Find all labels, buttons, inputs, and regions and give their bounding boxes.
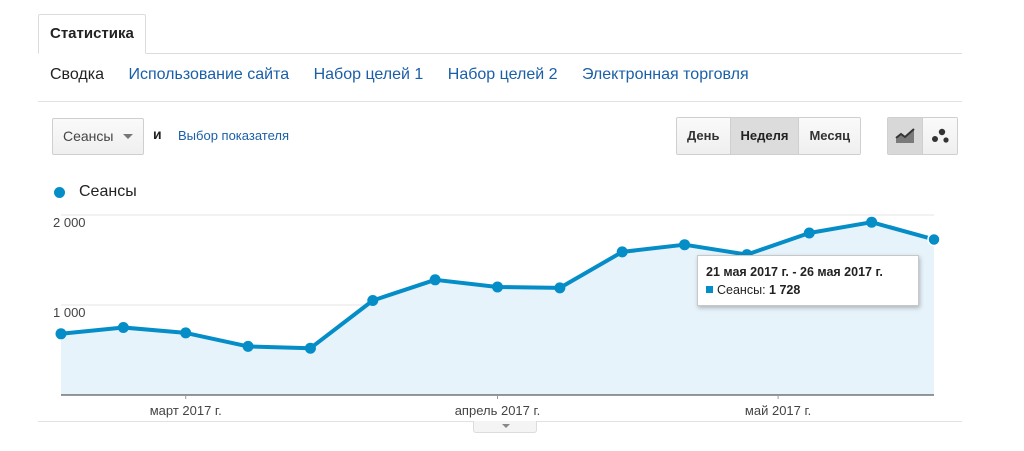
metric-select-value: Сеансы [63, 128, 114, 144]
legend-series-label: Сеансы [79, 183, 137, 200]
data-point [679, 239, 691, 251]
subnav-site-usage[interactable]: Использование сайта [128, 66, 290, 83]
collapse-chart-button[interactable] [473, 421, 537, 433]
data-point [117, 322, 129, 333]
chart-view-toggle [887, 117, 958, 155]
subnav-summary[interactable]: Сводка [50, 66, 105, 83]
data-point [803, 227, 815, 239]
divider [38, 101, 962, 102]
line-chart-view-button[interactable] [888, 118, 922, 154]
chevron-down-icon [123, 134, 133, 139]
y-tick-label: 2 000 [53, 215, 86, 230]
report-subnav: Сводка Использование сайта Набор целей 1… [50, 66, 769, 84]
and-label: и [153, 126, 162, 142]
period-day-button[interactable]: День [677, 118, 730, 154]
data-point [242, 340, 254, 352]
x-tick-label: март 2017 г. [150, 403, 222, 418]
line-chart-icon [895, 128, 915, 143]
metric-select[interactable]: Сеансы [52, 118, 144, 155]
period-toggle: День Неделя Месяц [676, 117, 862, 155]
tooltip-value-row: Сеансы: 1 728 [706, 281, 910, 299]
tab-bar: Статистика [38, 0, 962, 54]
tooltip-series-swatch [706, 286, 713, 293]
subnav-ecommerce[interactable]: Электронная торговля [581, 66, 749, 83]
period-week-button[interactable]: Неделя [729, 118, 799, 154]
motion-chart-view-button[interactable] [922, 118, 957, 154]
chevron-down-icon [502, 424, 510, 428]
choose-metric-link[interactable]: Выбор показателя [178, 128, 289, 143]
x-tick-label: май 2017 г. [745, 403, 811, 418]
sessions-chart: 1 000 2 000 март 2017 г. апрель 2017 г. май … [53, 214, 941, 418]
y-tick-label: 1 000 [53, 305, 86, 320]
period-month-button[interactable]: Месяц [798, 118, 861, 154]
chart-legend: Сеансы [54, 183, 137, 201]
chart-tooltip: 21 мая 2017 г. - 26 мая 2017 г. Сеансы: … [697, 255, 919, 306]
data-point [429, 274, 441, 286]
data-point [367, 295, 379, 306]
data-point [927, 232, 941, 247]
data-point [304, 342, 316, 354]
series-area [61, 222, 934, 395]
tooltip-value: 1 728 [769, 283, 801, 297]
subnav-goal-set-1[interactable]: Набор целей 1 [313, 66, 424, 83]
data-point [180, 327, 192, 339]
data-point [554, 282, 566, 294]
legend-series-dot [54, 186, 65, 198]
subnav-goal-set-2[interactable]: Набор целей 2 [447, 66, 558, 83]
data-point [866, 216, 878, 228]
tooltip-date-range: 21 мая 2017 г. - 26 мая 2017 г. [706, 265, 883, 279]
data-point [55, 328, 67, 340]
x-tick-label: апрель 2017 г. [455, 403, 541, 418]
data-point [616, 246, 628, 258]
tab-statistics[interactable]: Статистика [38, 14, 146, 54]
data-point [492, 281, 503, 293]
tooltip-series-label: Сеансы: [717, 283, 766, 297]
motion-chart-icon [932, 128, 949, 143]
